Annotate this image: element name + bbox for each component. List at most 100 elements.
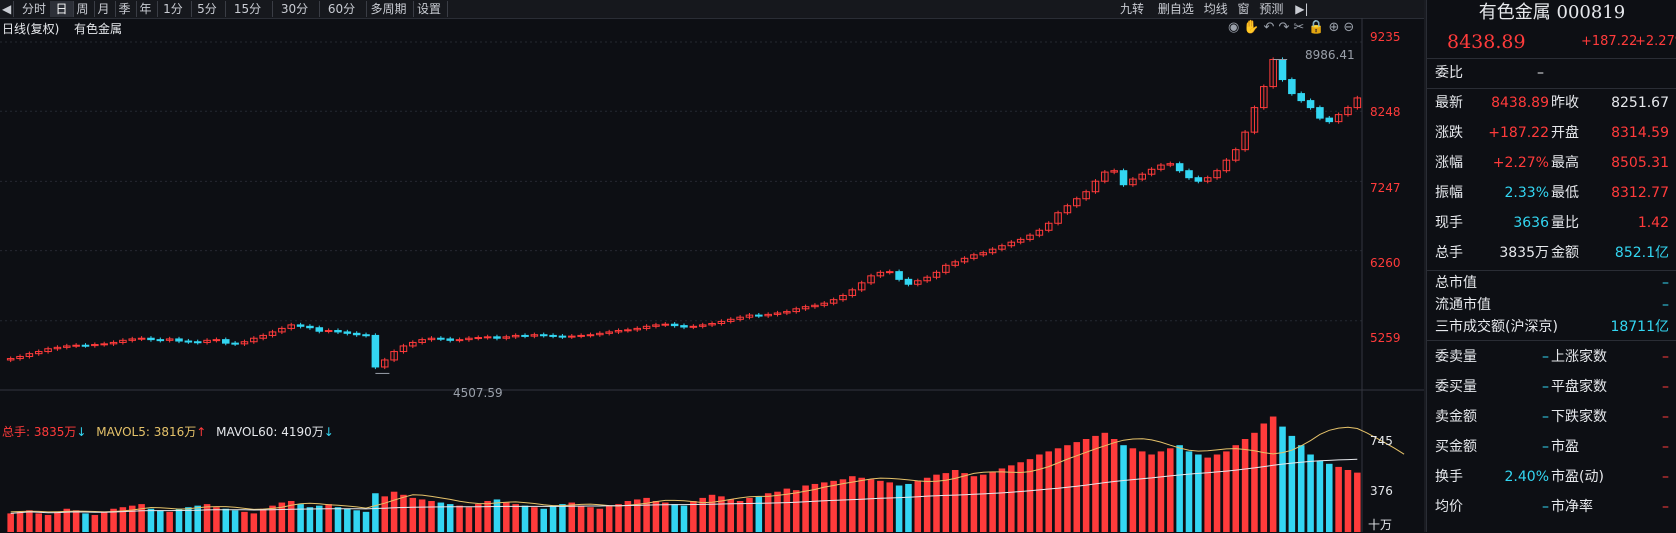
period-tab[interactable]: 季 <box>113 1 137 17</box>
price-tick-1: 9235 <box>1370 30 1401 44</box>
volume-bar <box>577 505 585 532</box>
period-tab[interactable]: 月 <box>92 1 116 17</box>
volume-bar <box>250 513 258 532</box>
volume-bar <box>35 513 43 532</box>
candle-body <box>1353 97 1362 109</box>
volume-bar <box>998 468 1006 532</box>
volume-bar <box>222 508 230 532</box>
jiuzhuan-button[interactable]: 九转 <box>1120 2 1145 16</box>
stats-value: – <box>1542 349 1549 365</box>
price-summary: 8438.89 +187.22 +2.27% <box>1427 28 1676 56</box>
volume-bar <box>1316 460 1324 532</box>
candle-body <box>259 334 267 339</box>
candle-body <box>904 278 913 285</box>
volume-bar <box>1335 466 1342 532</box>
volume-bar <box>774 491 781 532</box>
volume-bar <box>409 497 417 532</box>
period-tab[interactable]: 30分 <box>270 1 320 17</box>
candle-body <box>1185 170 1193 179</box>
kline-chart[interactable]: 日线(复权) 有色金属 ◉✋↶↷✂🔒⊕⊖ 9235 8248 7247 6260… <box>0 18 1424 532</box>
volume-bar <box>1241 439 1249 532</box>
candle-body <box>979 252 988 256</box>
volume-bar <box>381 496 389 532</box>
window-button[interactable]: 窗 <box>1237 2 1250 16</box>
candle-body <box>717 320 726 325</box>
remove-favorite-button[interactable]: 删自选 <box>1157 2 1194 16</box>
price-tick-4: 6260 <box>1370 256 1401 270</box>
period-tab[interactable]: 1分 <box>155 1 192 17</box>
candle-body <box>212 339 221 342</box>
stats-value: – <box>1662 379 1669 395</box>
volume-bar <box>849 476 856 532</box>
volume-bar <box>503 502 510 532</box>
candle-body <box>287 324 296 329</box>
market-row: 总市值 – <box>1427 272 1676 294</box>
hand-icon[interactable]: ✋ <box>1243 20 1264 35</box>
volume-bar <box>540 508 547 532</box>
volume-bar <box>1213 454 1221 532</box>
stats-value: – <box>1542 379 1549 395</box>
stats-row: 均价 – 市净率 – <box>1427 492 1676 522</box>
candle-body <box>680 325 688 328</box>
zoom-out-icon[interactable]: ⊖ <box>1343 20 1359 35</box>
period-tab[interactable]: 60分 <box>317 1 367 17</box>
quote-row: 涨幅 +2.27% 最高 8505.31 <box>1427 148 1676 178</box>
volume-bar <box>615 504 622 532</box>
volume-bar <box>839 479 847 532</box>
volume-bar <box>802 485 809 532</box>
period-tab[interactable]: 日 <box>50 1 74 17</box>
candle-body <box>1334 114 1343 123</box>
period-tab[interactable]: 5分 <box>189 1 226 17</box>
lock-icon[interactable]: 🔒 <box>1308 20 1329 35</box>
volume-bar <box>82 513 89 532</box>
candle-body <box>109 341 118 345</box>
moving-average-button[interactable]: 均线 <box>1203 2 1228 16</box>
candle-body <box>1110 170 1118 173</box>
volume-bar <box>1017 462 1024 532</box>
period-tab[interactable]: 多周期 <box>364 1 414 17</box>
chart-canvas <box>0 18 1424 532</box>
period-tab[interactable]: 周 <box>71 1 95 17</box>
candle-body <box>1138 173 1147 180</box>
volume-bar <box>690 501 697 532</box>
forecast-button[interactable]: 预测 <box>1259 2 1284 16</box>
stats-label: 市净率 <box>1551 499 1593 515</box>
volume-bar <box>353 510 360 532</box>
candle-body <box>362 334 370 337</box>
undo-icon[interactable]: ↶ <box>1263 20 1279 35</box>
candle-body <box>1129 178 1137 186</box>
volume-bar <box>157 510 164 532</box>
volume-bar <box>110 508 117 532</box>
period-tab[interactable]: 年 <box>134 1 158 17</box>
volume-bar <box>643 497 650 532</box>
candle-body <box>539 334 548 337</box>
volume-bar <box>16 511 24 532</box>
volume-bar <box>727 499 735 532</box>
candle-body <box>698 324 707 327</box>
period-tab[interactable]: 15分 <box>223 1 273 17</box>
stats-row: 委买量 – 平盘家数 – <box>1427 372 1676 402</box>
candle-body <box>1063 205 1072 214</box>
scissors-icon[interactable]: ✂ <box>1293 20 1309 35</box>
end-icon[interactable]: ▶| <box>1295 2 1309 16</box>
zoom-in-icon[interactable]: ⊕ <box>1328 20 1344 35</box>
candle-body <box>72 344 80 347</box>
period-tab[interactable]: 分时 <box>16 1 53 17</box>
period-tab[interactable]: 设置 <box>411 1 448 17</box>
volume-bar <box>1167 448 1174 532</box>
candle-body <box>1250 107 1259 133</box>
volume-bar <box>446 504 454 532</box>
candle-body <box>418 339 426 343</box>
quote-label: 总手 <box>1435 245 1463 261</box>
nav-left-button[interactable]: ◀ <box>0 1 15 17</box>
redo-icon[interactable]: ↷ <box>1278 20 1294 35</box>
candle-body <box>829 299 838 304</box>
stats-label: 委买量 <box>1435 379 1477 395</box>
eye-icon[interactable]: ◉ <box>1228 20 1244 35</box>
current-price: 8438.89 <box>1447 31 1526 53</box>
quote-label: 最新 <box>1435 95 1463 111</box>
volume-bar <box>596 508 604 532</box>
mavol60-label: MAVOL60: 4190万 <box>216 425 324 439</box>
candle-body <box>624 329 632 332</box>
market-value: – <box>1662 297 1669 313</box>
